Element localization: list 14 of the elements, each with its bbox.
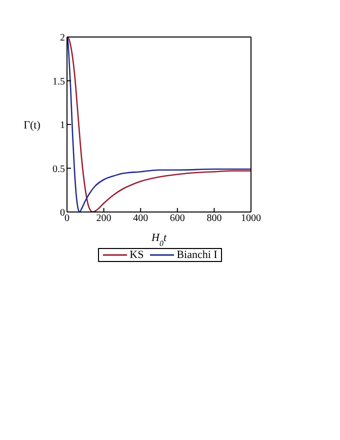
x-tick-label: 1000 <box>241 213 261 224</box>
x-axis-title: H$_{0}$t <box>150 232 168 248</box>
y-axis-title: Γ(t) <box>24 120 41 132</box>
y-tick-label: 2 <box>60 32 65 44</box>
x-tick-label: 800 <box>206 213 222 224</box>
y-tick-label: 1 <box>60 120 65 132</box>
legend-label: Bianchi I <box>176 249 218 261</box>
y-tick-label: 0.5 <box>52 164 65 175</box>
line-series <box>67 37 251 212</box>
y-tick-label: 1.5 <box>52 76 65 88</box>
legend-label: KS <box>130 249 144 261</box>
x-tick-label: 400 <box>133 213 148 224</box>
x-tick-label: 200 <box>96 213 112 224</box>
x-tick-label: 600 <box>170 213 185 224</box>
